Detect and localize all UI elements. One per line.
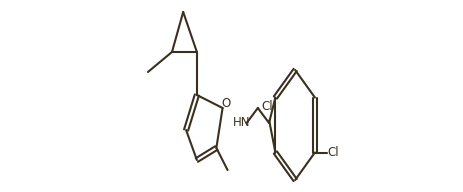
Text: Cl: Cl xyxy=(262,100,273,113)
Text: Cl: Cl xyxy=(327,146,339,159)
Text: HN: HN xyxy=(232,117,250,129)
Text: O: O xyxy=(221,97,231,110)
